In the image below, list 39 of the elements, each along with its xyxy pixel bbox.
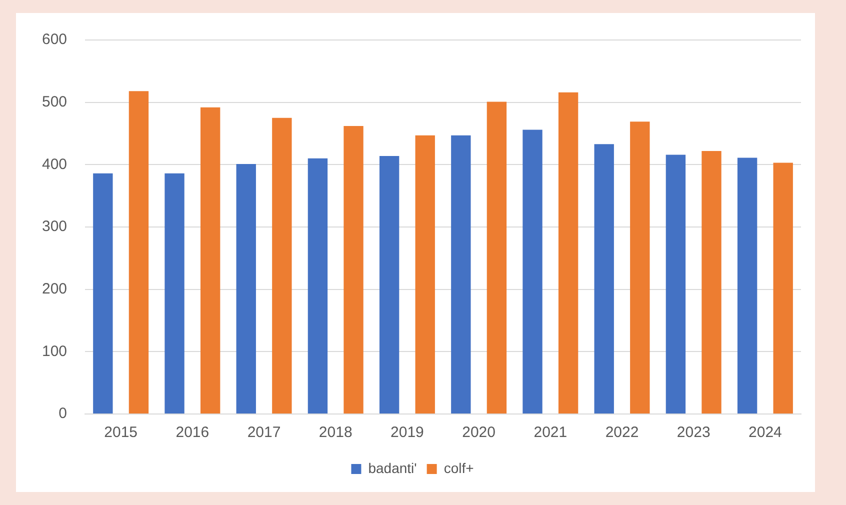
bar xyxy=(272,118,292,414)
x-tick-label: 2016 xyxy=(176,424,210,442)
bar xyxy=(236,164,256,414)
x-tick-label: 2020 xyxy=(462,424,496,442)
bar xyxy=(773,162,793,414)
bar xyxy=(558,92,578,414)
bar xyxy=(93,173,113,414)
bar xyxy=(308,158,328,414)
bar xyxy=(200,107,220,414)
y-tick-label: 100 xyxy=(42,342,68,360)
bar xyxy=(486,102,507,414)
y-tick-label: 600 xyxy=(42,31,68,48)
bar xyxy=(737,158,758,414)
bar xyxy=(666,154,686,414)
x-tick-label: 2024 xyxy=(748,424,782,442)
bar xyxy=(451,135,471,414)
x-tick-label: 2021 xyxy=(534,424,568,442)
x-tick-label: 2015 xyxy=(104,424,138,442)
x-tick-label: 2017 xyxy=(247,424,281,442)
bar xyxy=(415,135,435,414)
bar xyxy=(702,150,722,414)
y-tick-label: 400 xyxy=(42,156,68,173)
x-tick-label: 2023 xyxy=(676,424,710,442)
y-tick-label: 300 xyxy=(42,218,68,236)
bar xyxy=(164,173,184,414)
y-tick-label: 0 xyxy=(58,405,68,422)
y-tick-label: 200 xyxy=(42,280,68,298)
x-tick-label: 2019 xyxy=(390,424,424,442)
bar xyxy=(594,144,614,414)
bar xyxy=(128,91,149,414)
bar xyxy=(344,126,364,414)
bar xyxy=(630,122,650,414)
bar xyxy=(522,130,542,414)
y-tick-label: 500 xyxy=(42,93,68,110)
x-tick-label: 2018 xyxy=(318,424,352,442)
legend-label: badanti' xyxy=(368,460,417,476)
bar xyxy=(379,156,400,414)
x-tick-label: 2022 xyxy=(605,424,639,442)
legend-label: colf+ xyxy=(444,460,474,476)
